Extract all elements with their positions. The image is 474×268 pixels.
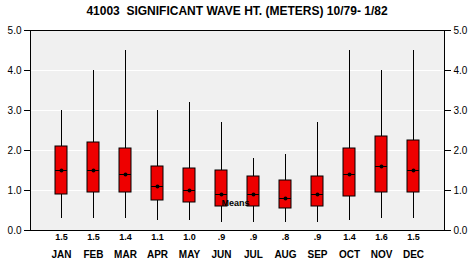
svg-text:5.0: 5.0 [454,25,468,36]
html-text:41003 SIGNIFICANT WAVE HT. (ME: 41003 SIGNIFICANT WAVE HT. (METERS) 10/7… [86,4,388,18]
svg-text:Means: Means [222,198,250,208]
svg-text:.9: .9 [250,232,258,242]
svg-text:1.0: 1.0 [454,185,468,196]
svg-text:1.5: 1.5 [87,232,100,242]
svg-text:1.0: 1.0 [183,232,196,242]
svg-text:1.0: 1.0 [8,185,22,196]
svg-text:2.0: 2.0 [8,145,22,156]
svg-text:SEP: SEP [307,249,327,260]
svg-text:DEC: DEC [403,249,424,260]
svg-text:.9: .9 [314,232,322,242]
svg-text:1.4: 1.4 [119,232,132,242]
svg-text:4.0: 4.0 [454,65,468,76]
svg-text:1.5: 1.5 [407,232,420,242]
svg-text:JUL: JUL [244,249,263,260]
svg-text:AUG: AUG [274,249,296,260]
svg-text:OCT: OCT [339,249,360,260]
svg-text:5.0: 5.0 [8,25,22,36]
svg-text:FEB: FEB [84,249,104,260]
svg-text:3.0: 3.0 [8,105,22,116]
svg-text:1.5: 1.5 [55,232,68,242]
svg-text:3.0: 3.0 [454,105,468,116]
svg-text:0.0: 0.0 [454,225,468,236]
svg-text:2.0: 2.0 [454,145,468,156]
svg-text:1.1: 1.1 [151,232,164,242]
svg-text:1.4: 1.4 [343,232,356,242]
svg-text:JUN: JUN [211,249,231,260]
svg-text:MAR: MAR [114,249,138,260]
svg-text:JAN: JAN [51,249,71,260]
svg-text:APR: APR [147,249,169,260]
svg-text:.8: .8 [282,232,290,242]
svg-text:0.0: 0.0 [8,225,22,236]
svg-text:4.0: 4.0 [8,65,22,76]
svg-text:MAY: MAY [179,249,201,260]
svg-text:.9: .9 [218,232,226,242]
svg-text:NOV: NOV [371,249,393,260]
svg-text:1.6: 1.6 [375,232,388,242]
